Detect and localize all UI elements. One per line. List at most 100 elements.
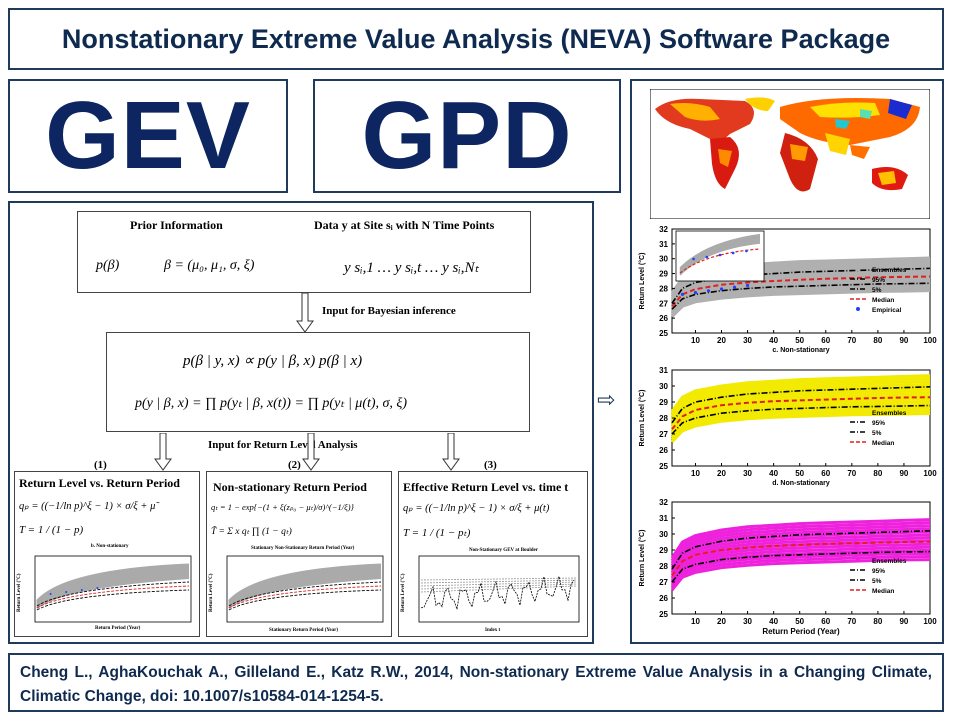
- y-tick-label: 32: [659, 498, 668, 507]
- ensemble-line: [670, 558, 931, 591]
- x-tick-label: 100: [923, 336, 937, 345]
- x-tick-label: 50: [795, 617, 804, 626]
- panel-2-eq1: qₜ = 1 − exp{−(1 + ξ(zₚ₀ − μₜ)/σ)^(−1/ξ)…: [211, 502, 354, 512]
- ensemble-line: [670, 284, 931, 315]
- x-tick-label: 10: [691, 336, 700, 345]
- panel-3-ylabel: Return Level (°C): [401, 573, 406, 612]
- legend-swatch: [856, 307, 860, 311]
- legend-label: Ensembles: [872, 558, 907, 565]
- ensemble-line: [670, 551, 931, 587]
- inset-ensemble: [679, 238, 761, 273]
- panel-2-caption: Stationary Non-Stationary Return Period …: [251, 546, 355, 551]
- panel-1-caption: b. Non-stationary: [91, 544, 129, 549]
- empirical-point: [732, 285, 737, 289]
- x-tick-label: 60: [821, 617, 830, 626]
- results-column: 25 26 27 28 29 30 31 32 10 20 30 40 50 60 70 80 90 100 Ret…: [630, 79, 944, 644]
- panel-1-xlabel: Return Period (Year): [95, 626, 141, 631]
- chart-nonstationary-d: 25 26 27 28 29 30 31 10 20 30 40 50 60 70 80 90 100 Retur…: [638, 366, 937, 487]
- legend-label: Ensembles: [872, 410, 907, 417]
- arrow-down-icon: [442, 433, 460, 471]
- ensemble-line: [670, 548, 931, 584]
- mini-observed: [420, 576, 575, 610]
- mini-ensemble: [228, 563, 382, 602]
- x-tick-label: 90: [899, 617, 908, 626]
- y-tick-label: 26: [659, 314, 668, 323]
- inset-point: [705, 255, 709, 259]
- y-tick-label: 30: [659, 382, 668, 391]
- arrow-down-icon: [302, 433, 320, 471]
- legend-label: Median: [872, 588, 894, 595]
- panel-3-title: Effective Return Level vs. time t: [403, 480, 569, 494]
- ensemble-line: [670, 374, 931, 413]
- ensemble-line: [670, 406, 931, 439]
- legend-label: Median: [872, 297, 894, 304]
- likelihood-eq: p(y | β, x) = ∏ p(yₜ | β, x(t)) = ∏ p(yₜ…: [135, 396, 408, 411]
- y-tick-label: 25: [659, 462, 668, 471]
- x-tick-label: 90: [899, 469, 908, 478]
- panel-1-eq2: T = 1 / (1 − p): [19, 524, 84, 536]
- chart-nonstationary-c: 25 26 27 28 29 30 31 32 10 20 30 40 50 60 70 80 90 100 Ret…: [638, 225, 937, 354]
- x-tick-label: 10: [691, 617, 700, 626]
- series-median: [671, 396, 931, 430]
- series-5pct: [671, 404, 931, 435]
- y-tick-label: 31: [659, 240, 668, 249]
- posterior-eq: p(β | y, x) ∝ p(y | β, x) p(β | x): [183, 353, 363, 369]
- x-tick-label: 70: [847, 469, 856, 478]
- citation-text: Cheng L., AghaKouchak A., Gilleland E., …: [20, 664, 932, 705]
- inset-point: [745, 249, 748, 253]
- ensemble-line: [670, 379, 931, 418]
- y-tick-label: 25: [659, 610, 668, 619]
- mini-point: [96, 587, 99, 589]
- x-tick-label: 70: [847, 617, 856, 626]
- ensemble-line: [670, 271, 931, 305]
- ensemble-line: [670, 555, 931, 589]
- posterior-box: p(β | y, x) ∝ p(y | β, x) p(β | x) p(y |…: [106, 332, 530, 432]
- x-tick-label: 90: [899, 336, 908, 345]
- panel-3-caption: Non-Stationary GEV at Boulder: [469, 548, 538, 553]
- legend-label: 5%: [872, 430, 882, 437]
- ensemble-line: [670, 269, 931, 303]
- x-tick-label: 100: [923, 617, 937, 626]
- x-tick-label: 60: [821, 336, 830, 345]
- y-tick-label: 31: [659, 514, 668, 523]
- bayesian-flow-diagram: Prior Information Data y at Site sᵢ with…: [8, 201, 594, 644]
- bayes-label: Input for Bayesian inference: [322, 305, 456, 317]
- inset-ensemble: [679, 233, 761, 269]
- ensemble-line: [670, 533, 931, 572]
- ensemble-line: [670, 524, 931, 564]
- x-tick-label: 30: [743, 469, 752, 478]
- x-tick-label: 20: [717, 617, 726, 626]
- x-tick-label: 30: [743, 617, 752, 626]
- legend-label: Empirical: [872, 307, 901, 314]
- ensemble-line: [670, 518, 931, 559]
- chart-caption: d. Non-stationary: [772, 480, 830, 487]
- ensemble-line: [670, 276, 931, 309]
- legend-swatch: [856, 267, 860, 271]
- panel-3-eq2: T = 1 / (1 − pₜ): [403, 527, 471, 539]
- series-median: [671, 540, 931, 577]
- mini-series: [228, 585, 382, 609]
- y-tick-label: 31: [659, 366, 668, 375]
- panel-nonstationary-return-period: Non-stationary Return Period qₜ = 1 − ex…: [206, 471, 392, 637]
- panel-2-eq2: T̃ = Σ x qₜ ∏ (1 − qₜ): [211, 527, 292, 537]
- ensemble-line: [670, 391, 931, 427]
- series-95pct: [671, 530, 931, 570]
- legend-swatch: [856, 558, 860, 562]
- mini-trend: [420, 583, 578, 590]
- panel-1-title: Return Level vs. Return Period: [19, 476, 180, 490]
- y-axis-label: Return Level (°C): [638, 390, 646, 447]
- ensemble-line: [670, 400, 931, 434]
- inset-ensemble: [679, 242, 761, 276]
- mini-trend: [420, 577, 578, 581]
- mini-series: [228, 581, 382, 607]
- gev-banner: GEV: [8, 79, 288, 193]
- prior-title: Prior Information: [130, 218, 223, 232]
- x-tick-label: 50: [795, 336, 804, 345]
- y-tick-label: 30: [659, 255, 668, 264]
- panel-3-xlabel: Index t: [485, 628, 501, 633]
- y-tick-label: 26: [659, 594, 668, 603]
- y-tick-label: 27: [659, 430, 668, 439]
- inset-ensemble: [679, 237, 761, 272]
- ensemble-line: [670, 521, 931, 562]
- inset-point: [692, 257, 695, 261]
